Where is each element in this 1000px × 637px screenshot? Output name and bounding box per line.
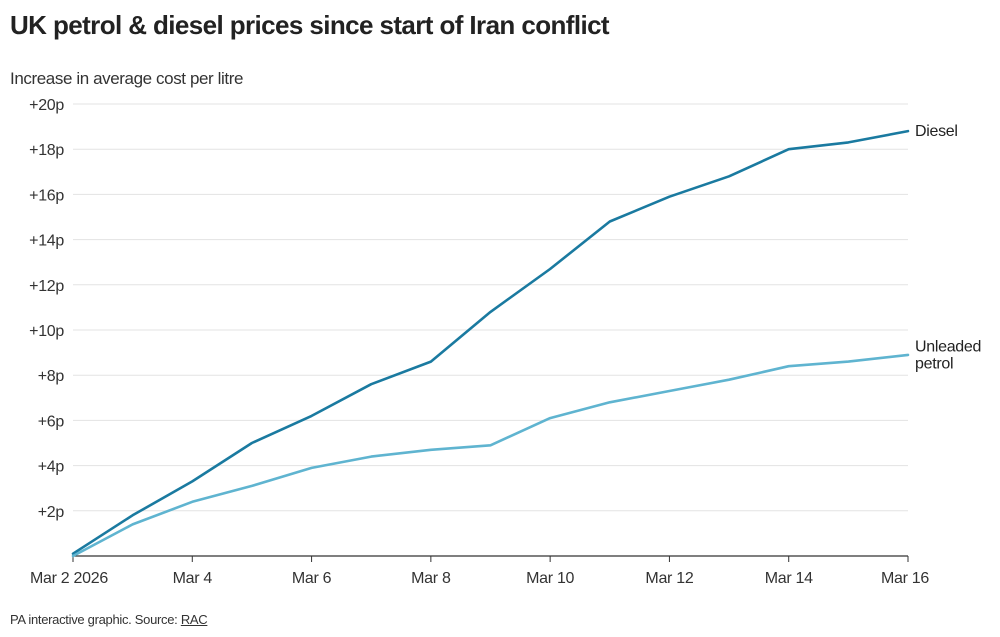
source-text: PA interactive graphic. Source: xyxy=(10,612,181,627)
chart-title: UK petrol & diesel prices since start of… xyxy=(10,10,610,40)
x-tick-label: Mar 4 xyxy=(173,570,213,587)
y-axis-label: Increase in average cost per litre xyxy=(10,69,244,88)
y-tick-label: +8p xyxy=(38,368,65,385)
y-tick-label: +2p xyxy=(38,504,65,521)
series-label-unleaded: Unleaded xyxy=(915,338,981,355)
x-tick-label: Mar 12 xyxy=(645,570,693,587)
series-label-diesel: Diesel xyxy=(915,123,958,140)
x-tick-label: Mar 6 xyxy=(292,570,332,587)
x-tick-label: Mar 16 xyxy=(881,570,929,587)
y-tick-label: +12p xyxy=(29,278,64,295)
y-tick-label: +4p xyxy=(38,459,65,476)
y-tick-label: +18p xyxy=(29,142,64,159)
source-link[interactable]: RAC xyxy=(180,612,208,627)
series-line-unleaded xyxy=(71,353,910,558)
series-line-diesel xyxy=(71,129,910,556)
source-footer: PA interactive graphic. Source: RAC xyxy=(10,612,208,627)
x-tick-label: Mar 2 2026 xyxy=(30,570,108,587)
gridlines xyxy=(73,103,908,512)
x-tick-label: Mar 10 xyxy=(526,570,574,587)
y-tick-label: +14p xyxy=(29,233,64,250)
x-tick-label: Mar 8 xyxy=(411,570,451,587)
y-tick-label: +20p xyxy=(29,97,64,114)
y-tick-label: +6p xyxy=(38,413,65,430)
y-axis: +2p +4p +6p +8p +10p +12p +14p +16p +18p +20p xyxy=(29,97,65,521)
y-tick-label: +16p xyxy=(29,187,64,204)
series-label-unleaded: petrol xyxy=(915,355,953,372)
y-tick-label: +10p xyxy=(29,323,64,340)
x-tick-label: Mar 14 xyxy=(765,570,813,587)
series-lines xyxy=(71,129,910,558)
x-axis: Mar 2 2026 Mar 4 Mar 6 Mar 8 Mar 10 Mar 12 Mar… xyxy=(30,556,930,587)
